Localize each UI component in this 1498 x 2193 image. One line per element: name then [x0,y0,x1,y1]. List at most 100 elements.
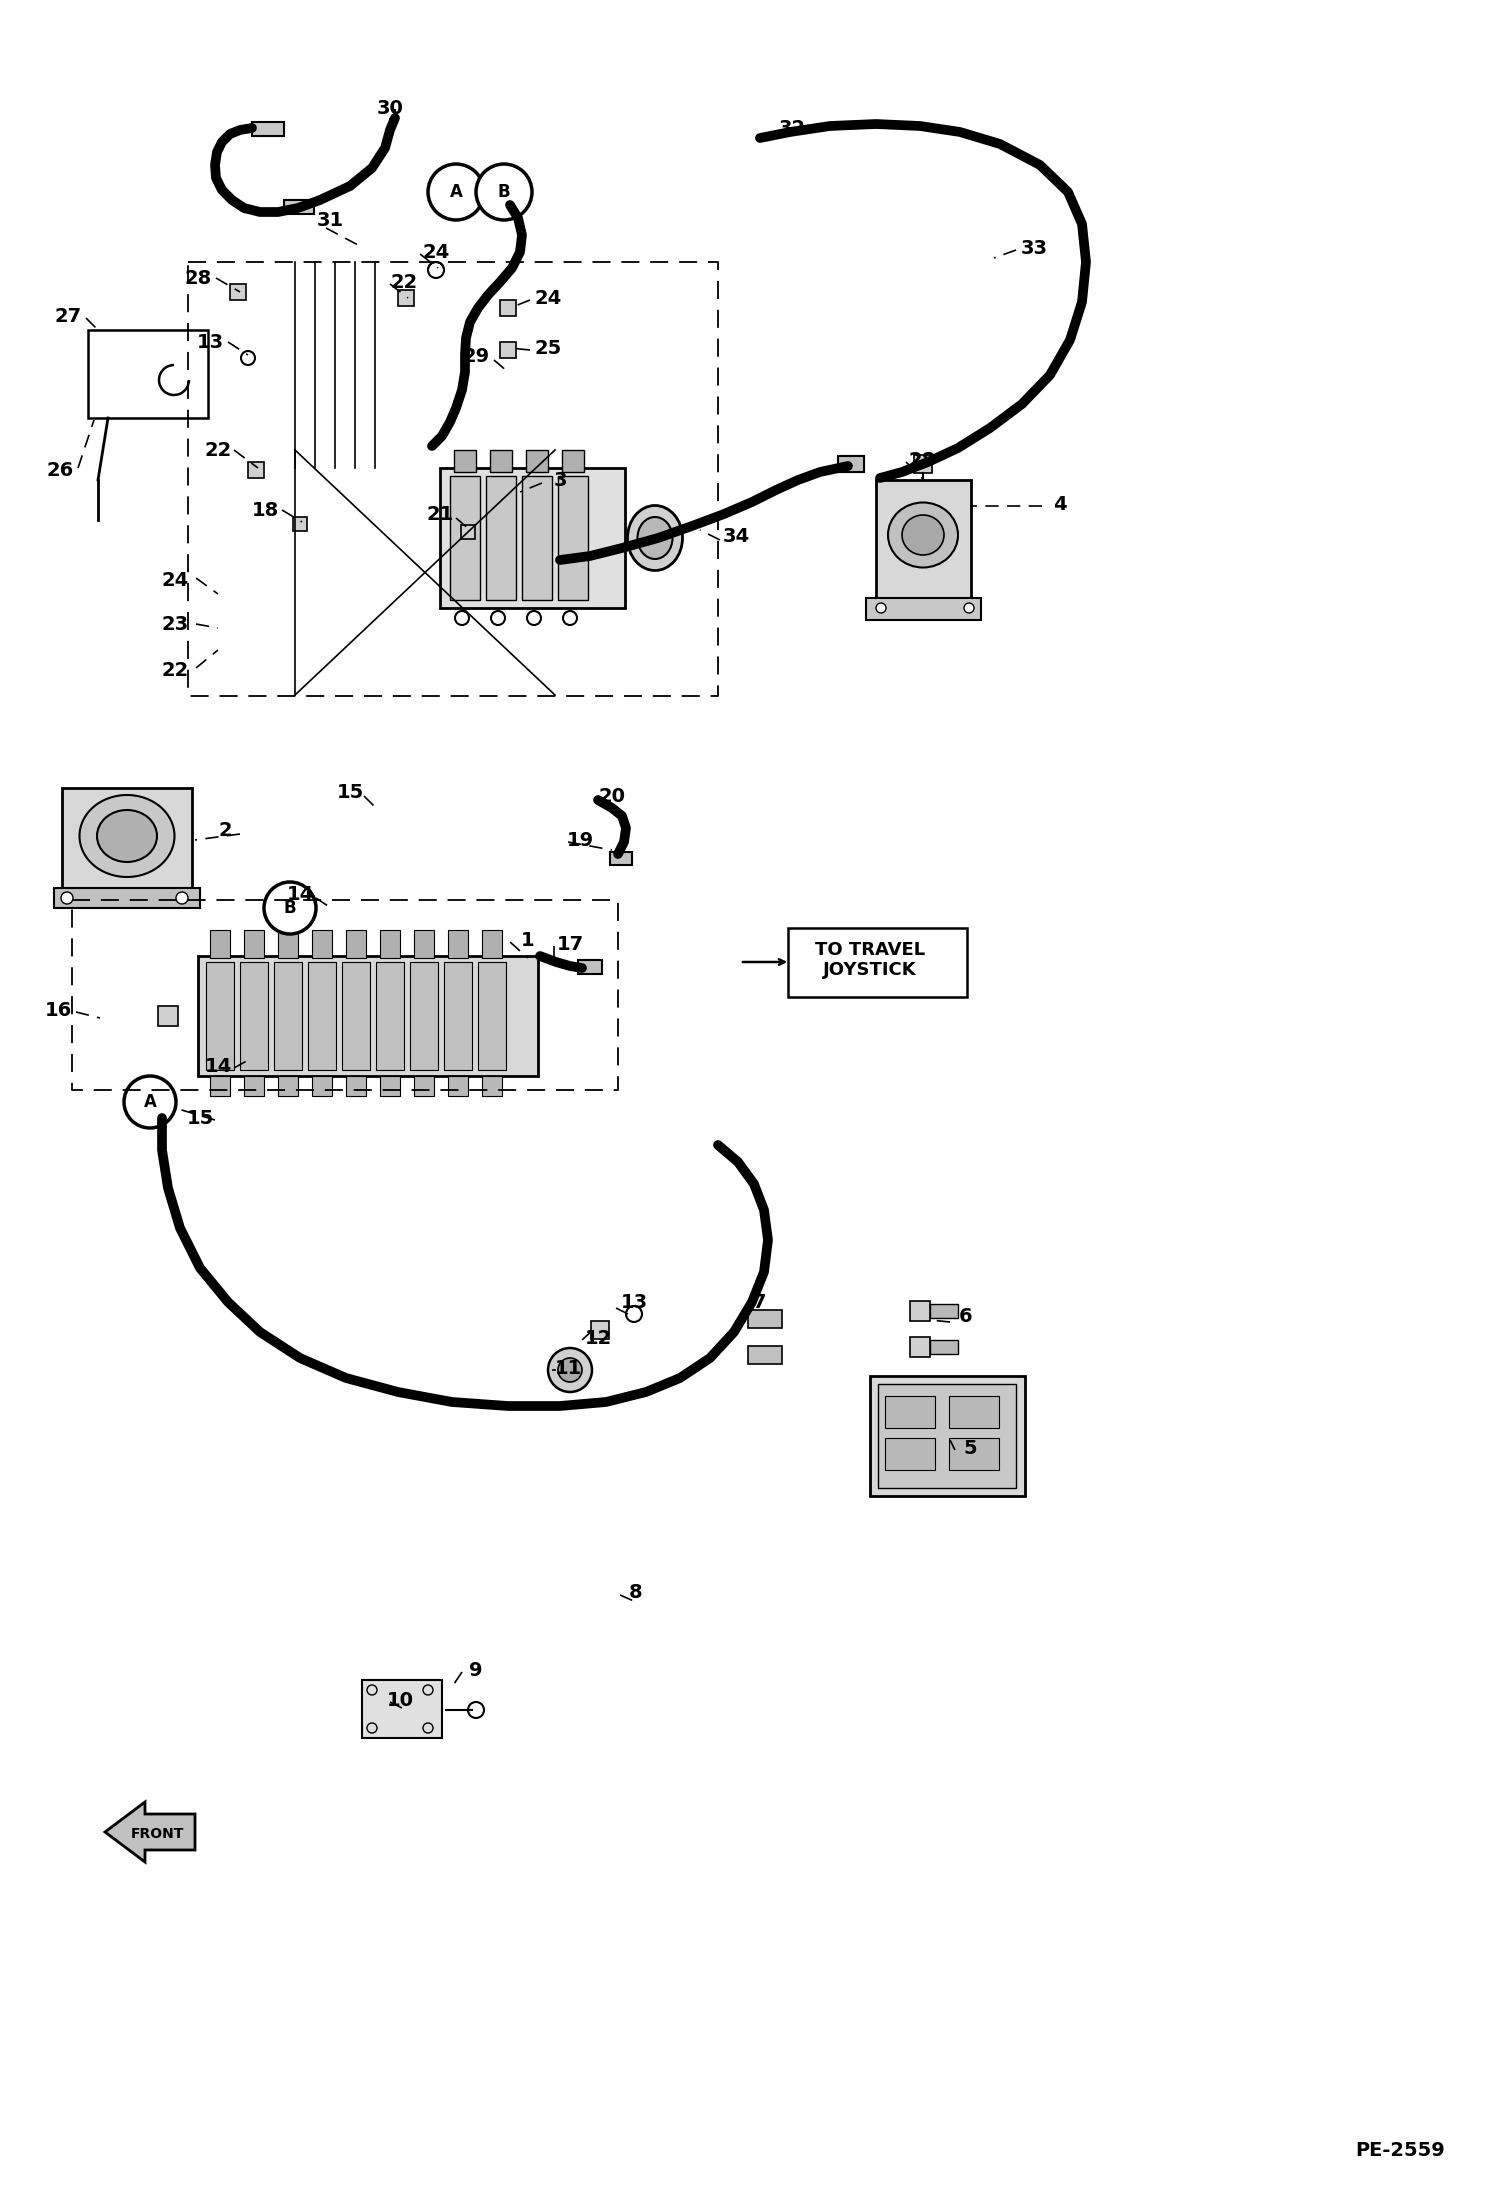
Text: 23: 23 [162,616,189,634]
Bar [885,1397,935,1428]
Text: 15: 15 [337,783,364,800]
Circle shape [626,1307,643,1322]
Circle shape [264,882,316,934]
Bar [592,1320,610,1340]
Circle shape [876,603,885,614]
Circle shape [428,261,443,279]
Bar [244,1077,264,1096]
Bar [876,480,971,610]
Text: 14: 14 [286,884,313,904]
Ellipse shape [628,507,683,570]
Bar [909,1338,930,1357]
Text: 28: 28 [184,268,211,287]
Bar [410,963,437,1070]
Text: 34: 34 [722,526,749,546]
Bar [878,1384,1016,1489]
Bar [866,599,981,621]
Text: 17: 17 [556,934,584,954]
Text: 31: 31 [316,211,343,230]
Circle shape [563,612,577,625]
Text: 16: 16 [45,1000,72,1020]
Bar [449,476,479,601]
Bar [61,787,192,897]
Bar [413,1077,434,1096]
Bar [274,963,303,1070]
Text: A: A [449,182,463,202]
Text: 30: 30 [376,99,403,118]
Bar [279,930,298,958]
Text: 18: 18 [252,500,279,520]
Bar [413,930,434,958]
Bar [490,450,512,471]
Bar [207,963,234,1070]
Text: 32: 32 [779,118,806,138]
Text: 14: 14 [204,1057,232,1075]
Bar [578,961,602,974]
Text: 9: 9 [469,1660,482,1680]
Bar [500,300,515,316]
Bar [748,1309,782,1329]
Bar [279,1077,298,1096]
Circle shape [527,612,541,625]
Text: 22: 22 [391,272,418,292]
Bar [312,1077,333,1096]
Bar [610,853,632,864]
Text: FRONT: FRONT [130,1827,184,1840]
Text: 4: 4 [1053,493,1067,513]
Bar [748,1347,782,1364]
Ellipse shape [638,518,673,559]
Bar [54,888,201,908]
Bar [342,963,370,1070]
Bar [198,956,538,1077]
Text: 20: 20 [599,787,626,805]
Bar [521,476,551,601]
Bar [285,200,315,215]
Text: 19: 19 [566,831,593,849]
Ellipse shape [888,502,959,568]
Text: PE-2559: PE-2559 [1356,2140,1446,2160]
Text: 25: 25 [535,338,562,357]
Bar [909,1300,930,1320]
Bar [346,1077,366,1096]
Bar [454,450,476,471]
Bar [448,1077,467,1096]
Bar [244,930,264,958]
Text: 22: 22 [162,660,189,680]
Bar [440,467,625,607]
Bar [346,930,366,958]
Ellipse shape [97,809,157,862]
Text: 12: 12 [584,1329,611,1347]
Ellipse shape [79,796,174,877]
Ellipse shape [902,515,944,555]
Text: 13: 13 [196,333,223,351]
Circle shape [428,164,484,219]
Circle shape [476,164,532,219]
Bar [380,930,400,958]
Bar [930,1340,959,1353]
Bar [837,456,864,471]
Text: 24: 24 [535,289,562,307]
Text: 5: 5 [963,1439,977,1458]
Text: 3: 3 [553,471,566,489]
Text: 10: 10 [386,1691,413,1711]
Bar [482,930,502,958]
Text: 13: 13 [620,1292,647,1311]
Text: 11: 11 [554,1357,581,1377]
Circle shape [491,612,505,625]
Text: A: A [144,1092,156,1112]
Text: 8: 8 [629,1583,643,1601]
Text: 7: 7 [753,1292,767,1311]
Circle shape [124,1077,175,1127]
Bar [309,963,336,1070]
Bar [478,963,506,1070]
Polygon shape [105,1803,195,1862]
Circle shape [965,603,974,614]
Text: 29: 29 [463,346,490,366]
Bar [249,463,264,478]
Circle shape [61,893,73,904]
Bar [363,1680,442,1739]
Bar [914,454,932,474]
Bar [950,1397,999,1428]
Text: 27: 27 [54,307,81,325]
Bar [380,1077,400,1096]
